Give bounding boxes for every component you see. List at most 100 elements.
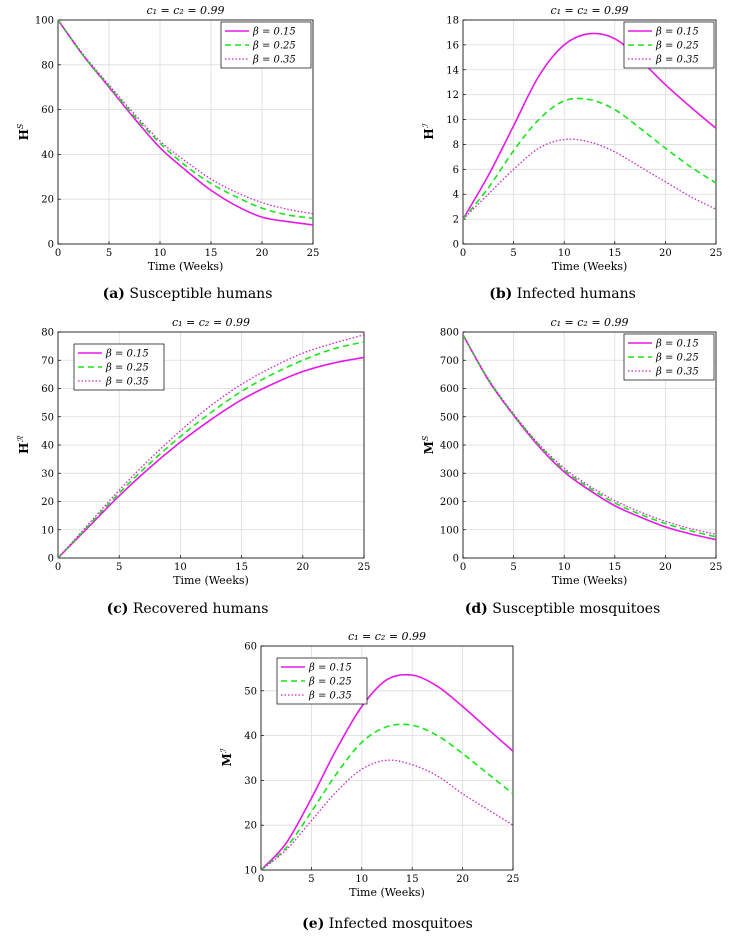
y-tick-label: 30 <box>41 469 54 480</box>
caption-text: Recovered humans <box>128 601 269 617</box>
x-axis-label: Time (Weeks) <box>173 574 249 587</box>
caption-letter: (d) <box>464 601 488 617</box>
series-line <box>462 334 717 538</box>
caption-text: Susceptible mosquitoes <box>487 601 661 617</box>
caption-letter: (a) <box>102 286 125 302</box>
y-tick-label: 0 <box>453 240 459 251</box>
y-tick-label: 100 <box>440 525 459 536</box>
legend-label: β = 0.25 <box>105 363 149 374</box>
series-line <box>462 32 717 220</box>
y-tick-label: 12 <box>446 90 459 101</box>
chart-panel-c: 0 5 10 15 20 25 0 10 20 30 40 50 60 70 80 c₁ = c₂ = 0.9… <box>0 310 375 625</box>
x-tick-label: 10 <box>558 248 571 259</box>
series-line <box>260 673 514 871</box>
x-tick-label: 5 <box>106 248 112 259</box>
x-tick-label: 10 <box>558 562 571 573</box>
x-tick-label: 25 <box>710 562 723 573</box>
legend-label: β = 0.15 <box>308 663 352 674</box>
series-lines <box>57 334 365 559</box>
legend-box <box>220 21 312 69</box>
y-tick-label: 40 <box>41 441 54 452</box>
x-tick-label: 25 <box>507 874 520 885</box>
series-line <box>57 19 314 220</box>
chart-panel-d: 0 5 10 15 20 25 0 100 200 300 400 500 600 700 800 c₁ = … <box>375 310 750 625</box>
caption-letter: (c) <box>106 601 129 617</box>
series-line <box>57 356 365 559</box>
y-tick-label: 18 <box>446 16 459 27</box>
y-tick-label: 40 <box>244 731 257 742</box>
x-tick-label: 25 <box>358 562 371 573</box>
y-tick-label: 60 <box>244 642 257 653</box>
chart-svg: 0 5 10 15 20 25 0 10 20 30 40 50 60 70 80 c₁ = c₂ = 0.9… <box>16 316 371 587</box>
series-line <box>462 97 717 220</box>
caption-letter: (e) <box>302 916 325 932</box>
y-tick-label: 20 <box>41 497 54 508</box>
y-tick-label: 60 <box>41 384 54 395</box>
chart-title: c₁ = c₂ = 0.99 <box>146 4 224 17</box>
x-tick-label: 5 <box>510 562 516 573</box>
y-axis-label: MS <box>421 435 436 454</box>
caption-text: Infected humans <box>512 286 636 302</box>
y-tick-label: 16 <box>446 40 459 51</box>
x-tick-label: 25 <box>307 248 320 259</box>
series-line <box>57 334 365 559</box>
y-tick-label: 100 <box>35 16 54 27</box>
legend-label: β = 0.15 <box>655 27 699 38</box>
x-tick-label: 20 <box>296 562 309 573</box>
y-tick-label: 800 <box>440 328 459 339</box>
chart-panel-a: 0 5 10 15 20 25 0 20 40 60 80 100 c₁ = c₂ = 0.99 Time… <box>0 0 375 310</box>
legend-label: β = 0.25 <box>308 677 352 688</box>
series-line <box>260 723 514 871</box>
y-tick-label: 10 <box>41 525 54 536</box>
legend: β = 0.15 β = 0.25 β = 0.35 <box>623 21 715 69</box>
panel-caption: (a) Susceptible humans <box>0 286 375 302</box>
x-tick-label: 0 <box>258 874 264 885</box>
y-tick-label: 80 <box>41 328 54 339</box>
x-tick-label: 20 <box>456 874 469 885</box>
y-tick-label: 14 <box>446 65 459 76</box>
chart-svg: 0 5 10 15 20 25 0 2 4 6 8 10 12 14 16 18 c₁ = c₂ = 0.99 T… <box>421 4 722 273</box>
series-line <box>260 759 514 871</box>
series-lines <box>462 32 717 220</box>
x-tick-label: 10 <box>154 248 167 259</box>
caption-text: Susceptible humans <box>124 286 273 302</box>
x-tick-label: 20 <box>256 248 269 259</box>
y-tick-label: 500 <box>440 412 459 423</box>
x-tick-label: 10 <box>355 874 368 885</box>
panel-caption: (e) Infected mosquitoes <box>200 916 575 932</box>
plot-frame <box>462 19 717 245</box>
y-tick-label: 0 <box>453 554 459 565</box>
y-tick-label: 0 <box>48 554 54 565</box>
series-lines <box>462 334 717 541</box>
series-lines <box>260 673 514 871</box>
y-axis-label: HS <box>16 123 31 140</box>
chart-svg: 0 5 10 15 20 25 0 100 200 300 400 500 600 700 800 c₁ = … <box>421 316 723 587</box>
x-axis-label: Time (Weeks) <box>552 260 628 273</box>
series-line <box>57 19 314 215</box>
x-tick-label: 20 <box>659 248 672 259</box>
y-tick-label: 50 <box>244 686 257 697</box>
y-tick-label: 40 <box>41 150 54 161</box>
y-tick-label: 50 <box>41 412 54 423</box>
plot-frame <box>57 19 314 245</box>
legend-label: β = 0.25 <box>655 353 699 364</box>
y-tick-label: 0 <box>48 240 54 251</box>
chart-svg: 0 5 10 15 20 25 10 20 30 40 50 60 c₁ = c₂ = 0.99 Time… <box>219 630 520 899</box>
y-axis-label: Mℐ <box>219 748 234 766</box>
series-lines <box>57 19 314 226</box>
y-tick-label: 80 <box>41 60 54 71</box>
x-tick-label: 0 <box>55 248 61 259</box>
x-axis-label: Time (Weeks) <box>349 886 425 899</box>
x-tick-label: 0 <box>460 562 466 573</box>
y-tick-label: 600 <box>440 384 459 395</box>
legend: β = 0.15 β = 0.25 β = 0.35 <box>276 657 368 705</box>
panel-caption: (c) Recovered humans <box>0 601 375 617</box>
chart-panel-e: 0 5 10 15 20 25 10 20 30 40 50 60 c₁ = c₂ = 0.99 Time… <box>200 625 575 940</box>
y-tick-label: 6 <box>453 165 459 176</box>
x-tick-label: 5 <box>308 874 314 885</box>
series-line <box>57 341 365 559</box>
y-tick-label: 300 <box>440 469 459 480</box>
x-tick-label: 0 <box>55 562 61 573</box>
series-line <box>462 334 717 535</box>
chart-title: c₁ = c₂ = 0.99 <box>172 316 250 329</box>
